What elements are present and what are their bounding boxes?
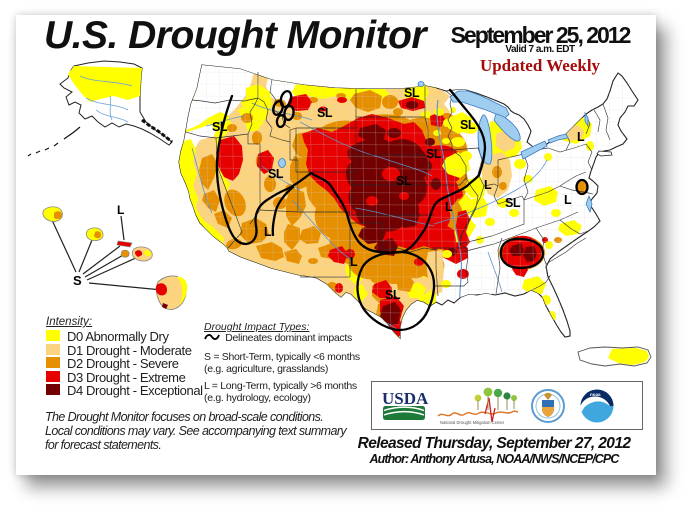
svg-text:SL: SL — [317, 106, 333, 120]
svg-text:L: L — [564, 193, 572, 207]
svg-text:L: L — [445, 200, 453, 214]
svg-text:L: L — [264, 225, 272, 239]
svg-text:SL: SL — [426, 147, 442, 161]
svg-text:L: L — [484, 178, 492, 192]
svg-text:L: L — [577, 130, 585, 144]
svg-text:L: L — [350, 255, 358, 269]
svg-text:SL: SL — [404, 86, 420, 100]
svg-text:USDA: USDA — [382, 389, 429, 408]
svg-text:SL: SL — [212, 120, 228, 134]
svg-text:S: S — [73, 273, 82, 288]
svg-text:L: L — [117, 203, 124, 217]
svg-text:SL: SL — [396, 174, 412, 188]
svg-text:SL: SL — [505, 196, 521, 210]
svg-text:noaa: noaa — [590, 392, 601, 397]
svg-text:SL: SL — [385, 288, 401, 302]
svg-text:SL: SL — [460, 118, 476, 132]
svg-text:SL: SL — [268, 167, 284, 181]
svg-text:National Drought Mitigation Ce: National Drought Mitigation Center — [440, 420, 505, 425]
